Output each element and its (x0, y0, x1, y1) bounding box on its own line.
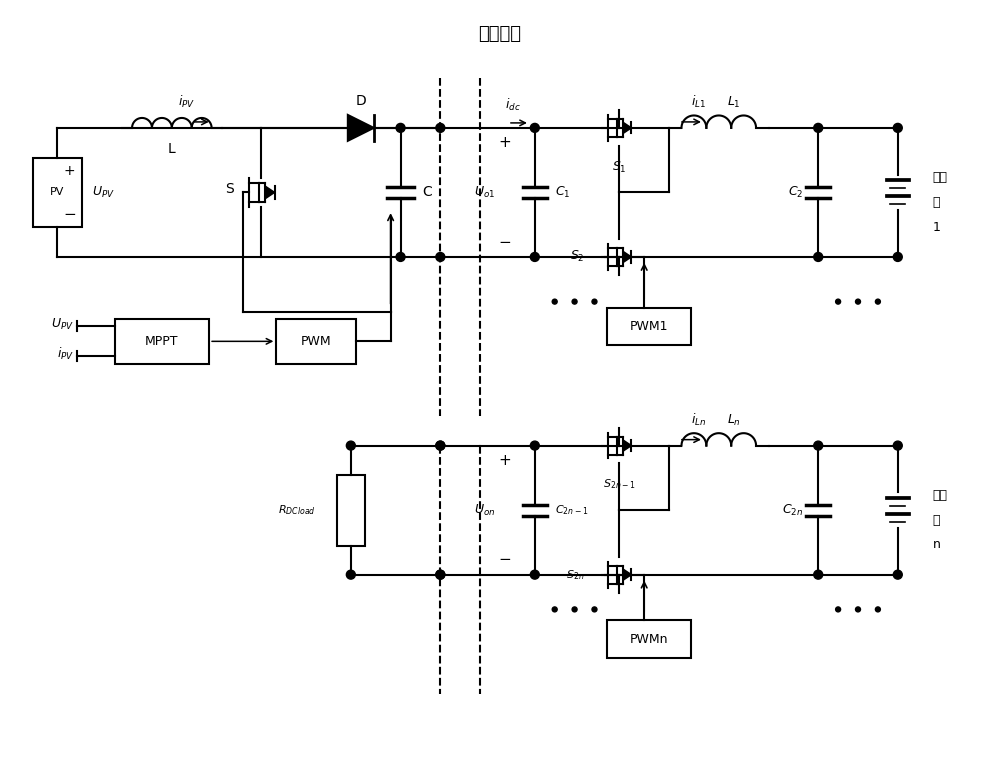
Text: MPPT: MPPT (145, 334, 179, 348)
Polygon shape (623, 251, 631, 262)
Circle shape (530, 570, 539, 579)
Text: +: + (64, 164, 75, 178)
Circle shape (436, 123, 445, 133)
Text: 直流母线: 直流母线 (479, 25, 522, 43)
Bar (607, 620, 691, 658)
Circle shape (814, 570, 823, 579)
Text: $i_{L1}$: $i_{L1}$ (691, 94, 706, 110)
Circle shape (396, 252, 405, 262)
Circle shape (875, 607, 880, 612)
Text: $R_{DCload}$: $R_{DCload}$ (278, 503, 316, 517)
Text: $S_2$: $S_2$ (570, 249, 585, 265)
Text: PWM: PWM (301, 334, 331, 348)
Circle shape (893, 252, 902, 262)
Text: $i_{PV}$: $i_{PV}$ (57, 346, 74, 362)
Circle shape (436, 570, 445, 579)
Text: $C_1$: $C_1$ (555, 185, 570, 200)
Text: 池: 池 (933, 196, 940, 209)
Text: −: − (63, 206, 76, 222)
Circle shape (436, 441, 445, 450)
Circle shape (814, 252, 823, 262)
Text: $L_n$: $L_n$ (727, 413, 741, 428)
Circle shape (530, 441, 539, 450)
Text: PWMn: PWMn (630, 632, 668, 646)
Circle shape (856, 299, 860, 304)
Circle shape (530, 123, 539, 133)
Text: −: − (499, 553, 511, 567)
Circle shape (396, 123, 405, 133)
Circle shape (836, 607, 841, 612)
Bar (115, 319, 209, 364)
Text: 蓄电: 蓄电 (933, 171, 948, 184)
Circle shape (592, 607, 597, 612)
Text: n: n (933, 539, 940, 552)
Polygon shape (265, 186, 275, 199)
Text: S: S (225, 182, 233, 196)
Circle shape (436, 570, 445, 579)
Text: 1: 1 (933, 220, 940, 234)
Circle shape (893, 570, 902, 579)
Circle shape (436, 252, 445, 262)
Circle shape (552, 607, 557, 612)
Bar (607, 307, 691, 345)
Circle shape (893, 123, 902, 133)
Polygon shape (623, 440, 631, 451)
Text: $S_1$: $S_1$ (612, 160, 627, 175)
Text: PV: PV (50, 188, 65, 197)
Text: $C_{2n-1}$: $C_{2n-1}$ (555, 503, 588, 517)
Circle shape (814, 123, 823, 133)
Text: $U_{PV}$: $U_{PV}$ (92, 185, 115, 200)
Bar (276, 319, 356, 364)
Polygon shape (348, 115, 374, 140)
Text: $i_{Ln}$: $i_{Ln}$ (691, 411, 707, 428)
Bar (337, 475, 365, 546)
Circle shape (530, 252, 539, 262)
Circle shape (436, 441, 445, 450)
Circle shape (814, 441, 823, 450)
Text: $i_{PV}$: $i_{PV}$ (178, 94, 195, 110)
Text: 池: 池 (933, 514, 940, 527)
Text: $S_{2n}$: $S_{2n}$ (566, 568, 585, 581)
Text: $L_1$: $L_1$ (727, 95, 741, 110)
Text: L: L (168, 142, 176, 156)
Text: $C_2$: $C_2$ (788, 185, 803, 200)
Circle shape (836, 299, 841, 304)
Circle shape (893, 441, 902, 450)
Circle shape (552, 299, 557, 304)
Text: +: + (499, 135, 511, 151)
Bar (33, 158, 82, 227)
Circle shape (346, 570, 355, 579)
Text: $U_{PV}$: $U_{PV}$ (51, 317, 74, 332)
Polygon shape (623, 569, 631, 580)
Text: PWM1: PWM1 (630, 320, 668, 333)
Text: C: C (422, 185, 432, 199)
Text: $S_{2n-1}$: $S_{2n-1}$ (603, 477, 636, 491)
Text: D: D (355, 94, 366, 108)
Circle shape (592, 299, 597, 304)
Text: $i_{dc}$: $i_{dc}$ (505, 97, 521, 113)
Text: $U_{o1}$: $U_{o1}$ (474, 185, 495, 200)
Text: +: + (499, 453, 511, 468)
Circle shape (856, 607, 860, 612)
Text: 蓄电: 蓄电 (933, 489, 948, 502)
Polygon shape (623, 123, 631, 133)
Circle shape (572, 607, 577, 612)
Text: $U_{on}$: $U_{on}$ (474, 503, 495, 518)
Text: $C_{2n}$: $C_{2n}$ (782, 503, 803, 518)
Circle shape (346, 441, 355, 450)
Text: −: − (499, 234, 511, 250)
Circle shape (875, 299, 880, 304)
Circle shape (572, 299, 577, 304)
